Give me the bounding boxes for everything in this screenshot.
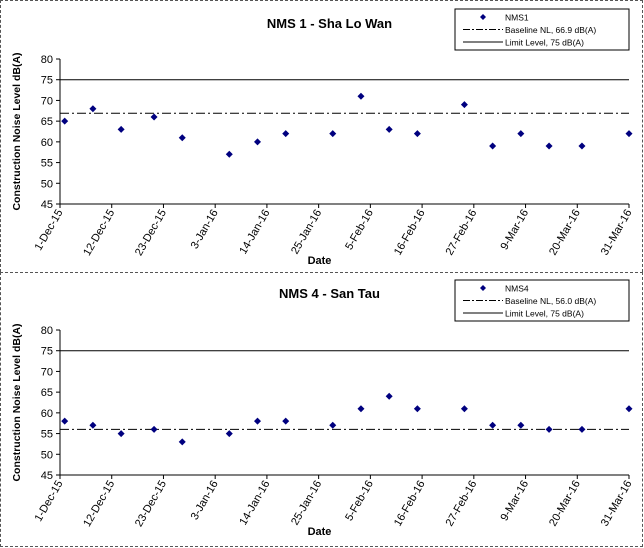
panel-border (0, 0, 643, 272)
data-point (282, 417, 290, 425)
y-tick-label: 50 (41, 449, 53, 461)
data-point (329, 130, 337, 138)
data-point (460, 405, 468, 413)
data-point (89, 105, 97, 113)
data-point (385, 125, 393, 133)
y-tick-label: 65 (41, 387, 53, 399)
x-tick-label: 9-Mar-16 (498, 208, 531, 253)
legend-label: NMS1 (505, 13, 529, 23)
data-point (545, 425, 553, 433)
data-point (178, 438, 186, 446)
data-point (517, 421, 525, 429)
x-tick-label: 12-Dec-15 (81, 479, 117, 529)
data-point (413, 405, 421, 413)
data-point (578, 425, 586, 433)
legend-label: Baseline NL, 66.9 dB(A) (505, 25, 596, 35)
data-point (385, 392, 393, 400)
x-tick-label: 20-Mar-16 (547, 479, 583, 529)
x-tick-label: 3-Jan-16 (189, 479, 221, 523)
y-axis-label: Construction Noise Level dB(A) (11, 323, 23, 481)
y-tick-label: 70 (41, 95, 53, 107)
x-tick-label: 5-Feb-16 (343, 208, 376, 253)
y-tick-label: 65 (41, 116, 53, 128)
data-point (150, 113, 158, 121)
legend-label: Baseline NL, 56.0 dB(A) (505, 296, 596, 306)
x-tick-label: 1-Dec-15 (33, 479, 66, 524)
data-point (489, 142, 497, 150)
y-axis-label: Construction Noise Level dB(A) (11, 52, 23, 210)
data-point (178, 134, 186, 142)
x-tick-label: 3-Jan-16 (189, 208, 221, 252)
y-tick-label: 45 (41, 470, 53, 482)
legend-label: NMS4 (505, 284, 529, 294)
data-point (460, 101, 468, 109)
data-point (413, 130, 421, 138)
chart-title: NMS 1 - Sha Lo Wan (267, 16, 392, 31)
chart-nms1: NMS 1 - Sha Lo Wan 45 50 55 60 65 70 75 80 1-Dec-… (11, 8, 635, 267)
x-tick-label: 31-Mar-16 (599, 479, 635, 529)
x-tick-label: 27-Feb-16 (444, 479, 480, 529)
data-point (89, 421, 97, 429)
chart-nms4: NMS 4 - San Tau 45 50 55 60 65 70 75 80 1-Dec-15 1… (11, 279, 635, 538)
legend-marker (480, 14, 486, 20)
data-point (254, 417, 262, 425)
x-tick-label: 9-Mar-16 (498, 479, 531, 524)
data-point (329, 421, 337, 429)
chart-panel-nms4: NMS 4 - San Tau 45 50 55 60 65 70 75 80 1-Dec-15 1… (0, 272, 644, 548)
data-point (150, 425, 158, 433)
x-tick-label: 23-Dec-15 (133, 208, 169, 258)
x-tick-label: 25-Jan-16 (289, 208, 324, 257)
y-tick-label: 55 (41, 158, 53, 170)
data-point (61, 417, 69, 425)
x-tick-label: 23-Dec-15 (133, 479, 169, 529)
y-tick-label: 80 (41, 54, 53, 66)
data-point (282, 130, 290, 138)
data-point (517, 130, 525, 138)
x-tick-label: 14-Jan-16 (237, 208, 272, 257)
y-tick-label: 60 (41, 137, 53, 149)
data-point (357, 92, 365, 100)
y-tick-label: 50 (41, 178, 53, 190)
y-tick-label: 75 (41, 346, 53, 358)
data-point (61, 117, 69, 125)
chart-panel-nms1: NMS 1 - Sha Lo Wan 45 50 55 60 65 70 75 80 1-Dec-… (0, 0, 644, 272)
data-point (357, 405, 365, 413)
data-point (625, 405, 633, 413)
y-tick-label: 60 (41, 408, 53, 420)
x-tick-label: 27-Feb-16 (444, 208, 480, 258)
data-point (578, 142, 586, 150)
data-point (225, 150, 233, 158)
data-point (225, 430, 233, 438)
data-point (625, 130, 633, 138)
legend-label: Limit Level, 75 dB(A) (505, 309, 584, 319)
x-tick-label: 14-Jan-16 (237, 479, 272, 528)
x-tick-label: 31-Mar-16 (599, 208, 635, 258)
y-tick-label: 80 (41, 325, 53, 337)
data-point (254, 138, 262, 146)
data-point (117, 125, 125, 133)
data-point (545, 142, 553, 150)
y-tick-label: 45 (41, 199, 53, 211)
x-axis-label: Date (308, 526, 332, 538)
data-point (489, 421, 497, 429)
x-tick-label: 5-Feb-16 (343, 479, 376, 524)
y-tick-label: 70 (41, 366, 53, 378)
panel-border (0, 272, 643, 547)
x-tick-label: 16-Feb-16 (392, 479, 428, 529)
y-tick-label: 55 (41, 429, 53, 441)
x-tick-label: 25-Jan-16 (289, 479, 324, 528)
legend-label: Limit Level, 75 dB(A) (505, 38, 584, 48)
x-tick-label: 12-Dec-15 (81, 208, 117, 258)
x-tick-label: 16-Feb-16 (392, 208, 428, 258)
data-point (117, 430, 125, 438)
x-tick-label: 1-Dec-15 (33, 208, 66, 253)
legend-marker (480, 285, 486, 291)
chart-title: NMS 4 - San Tau (279, 286, 380, 301)
x-tick-label: 20-Mar-16 (547, 208, 583, 258)
y-tick-label: 75 (41, 75, 53, 87)
x-axis-label: Date (308, 255, 332, 267)
